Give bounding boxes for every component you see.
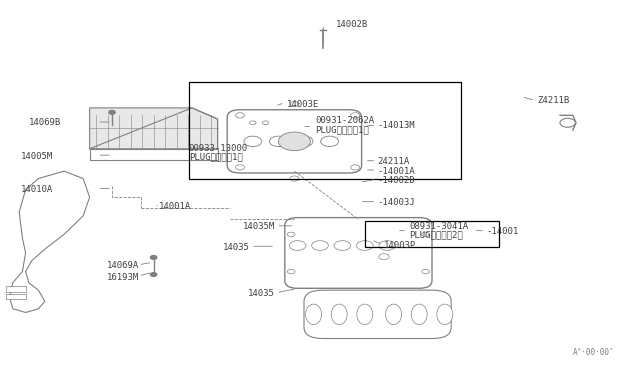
Circle shape	[560, 118, 575, 127]
Circle shape	[278, 132, 310, 151]
Circle shape	[422, 269, 429, 274]
Circle shape	[290, 176, 299, 181]
Text: 14035: 14035	[248, 289, 275, 298]
FancyBboxPatch shape	[227, 110, 362, 173]
FancyBboxPatch shape	[304, 290, 451, 339]
FancyBboxPatch shape	[285, 218, 432, 288]
Circle shape	[379, 241, 396, 250]
Text: 14010A: 14010A	[21, 185, 53, 194]
Ellipse shape	[385, 304, 402, 324]
Text: 14069A: 14069A	[108, 262, 140, 270]
Circle shape	[321, 136, 339, 147]
Text: Z4211B: Z4211B	[538, 96, 570, 105]
Bar	[189, 82, 461, 179]
Circle shape	[289, 241, 306, 250]
Ellipse shape	[306, 304, 322, 324]
Bar	[6, 286, 26, 292]
Polygon shape	[90, 108, 218, 160]
Circle shape	[295, 136, 313, 147]
Circle shape	[150, 273, 157, 276]
Text: 24211A: 24211A	[378, 157, 410, 166]
Ellipse shape	[332, 304, 348, 324]
Text: 14002B: 14002B	[336, 20, 368, 29]
Circle shape	[250, 121, 256, 125]
Circle shape	[356, 241, 373, 250]
Text: 00931-2062A: 00931-2062A	[315, 116, 374, 125]
Text: -14001: -14001	[486, 227, 518, 236]
Circle shape	[287, 269, 295, 274]
Circle shape	[290, 102, 299, 107]
Text: 00933-13000: 00933-13000	[189, 144, 248, 153]
Bar	[6, 294, 26, 299]
Circle shape	[351, 113, 360, 118]
Circle shape	[150, 256, 157, 259]
Text: 14035: 14035	[223, 243, 250, 252]
Polygon shape	[10, 171, 90, 312]
Text: -14002D: -14002D	[378, 176, 415, 185]
Circle shape	[262, 121, 269, 125]
Circle shape	[379, 254, 389, 260]
Bar	[365, 221, 499, 247]
Text: -14001A: -14001A	[378, 167, 415, 176]
Circle shape	[109, 110, 115, 114]
Text: -14003J: -14003J	[378, 198, 415, 207]
Text: 14001A: 14001A	[159, 202, 191, 211]
Text: PLUGプラグ（1）: PLUGプラグ（1）	[315, 126, 369, 135]
Text: 16193M: 16193M	[108, 273, 140, 282]
Polygon shape	[90, 149, 218, 160]
Ellipse shape	[412, 304, 428, 324]
Text: PLUGプラグ（1）: PLUGプラグ（1）	[189, 153, 243, 161]
Circle shape	[236, 113, 244, 118]
Text: 14003E: 14003E	[287, 100, 319, 109]
Text: PLUGプラグ（2）: PLUGプラグ（2）	[410, 231, 463, 240]
Text: -14013M: -14013M	[378, 121, 415, 130]
Circle shape	[351, 165, 360, 170]
Circle shape	[269, 136, 287, 147]
Text: 08931-3041A: 08931-3041A	[410, 222, 468, 231]
Ellipse shape	[436, 304, 453, 324]
Ellipse shape	[357, 304, 372, 324]
Circle shape	[244, 136, 262, 147]
Text: 14069B: 14069B	[29, 118, 61, 127]
Circle shape	[287, 232, 295, 237]
Text: 14035M: 14035M	[243, 222, 275, 231]
Text: 14003P: 14003P	[384, 241, 416, 250]
Circle shape	[334, 241, 351, 250]
Circle shape	[236, 165, 244, 170]
Text: A’·00·00″: A’·00·00″	[573, 348, 614, 357]
Circle shape	[312, 241, 328, 250]
Circle shape	[422, 232, 429, 237]
Text: 14005M: 14005M	[21, 152, 53, 161]
